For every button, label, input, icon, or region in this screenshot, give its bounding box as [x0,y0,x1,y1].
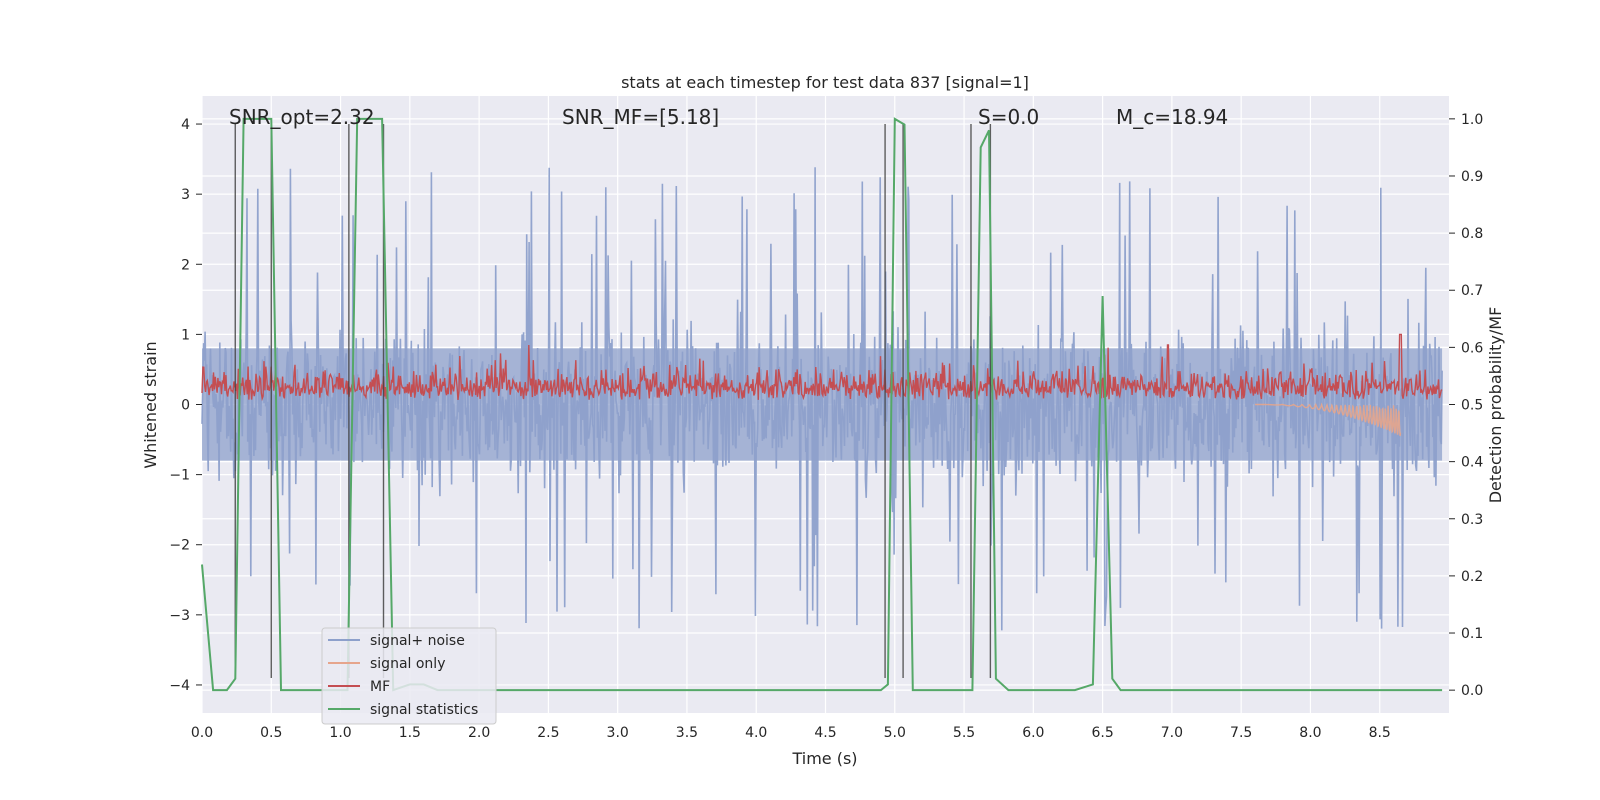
x-tick-label: 1.5 [399,725,421,741]
x-tick-label: 4.0 [745,725,767,741]
y-tick-label: 2 [181,257,190,273]
legend-label-signal-only: signal only [370,656,445,672]
annotation-snr-opt: SNR_opt=2.32 [229,105,375,129]
y2-tick-label: 0.5 [1461,398,1483,414]
annotation-s: S=0.0 [978,105,1039,129]
y2-tick-label: 0.7 [1461,283,1483,299]
legend-label-mf: MF [370,679,390,695]
x-tick-label: 8.0 [1299,725,1321,741]
x-tick-label: 6.5 [1091,725,1113,741]
signal-statistics-line [201,117,1443,692]
x-tick-label: 3.5 [676,725,698,741]
y2-tick-label: 0.6 [1461,340,1483,356]
y2-tick-label: 1.0 [1461,112,1483,128]
y-axis-label: Whitened strain [141,341,160,468]
legend-label-signal-noise: signal+ noise [370,633,465,649]
x-tick-label: 0.0 [191,725,213,741]
y-tick-label: −2 [169,538,190,554]
y2-tick-label: 0.1 [1461,626,1483,642]
y-tick-label: −1 [169,468,190,484]
y-tick-label: −4 [169,678,190,694]
x-tick-label: 0.5 [260,725,282,741]
y2-tick-label: 0.2 [1461,569,1483,585]
y2-tick-label: 0.4 [1461,455,1483,471]
plot-layer [201,117,1443,692]
mf-line [201,333,1443,402]
chart-title: stats at each timestep for test data 837… [621,73,1029,92]
x-tick-label: 8.5 [1369,725,1391,741]
y2-tick-label: 0.3 [1461,512,1483,528]
signal-only-line [1255,402,1402,436]
y-tick-label: 0 [181,398,190,414]
y2-tick-label: 0.9 [1461,169,1483,185]
x-tick-label: 5.0 [884,725,906,741]
x-tick-label: 7.0 [1161,725,1183,741]
legend-label-signal-statistics: signal statistics [370,702,478,718]
annotations: SNR_opt=2.32 SNR_MF=[5.18] S=0.0 M_c=18.… [229,105,1228,129]
y2-tick-label: 0.8 [1461,226,1483,242]
y2-axis-label: Detection probability/MF [1486,307,1505,504]
x-tick-label: 1.0 [329,725,351,741]
x-tick-label: 4.5 [814,725,836,741]
legend: signal+ noise signal only MF signal stat… [321,627,497,725]
x-tick-label: 7.5 [1230,725,1252,741]
annotation-snr-mf: SNR_MF=[5.18] [562,105,719,129]
x-tick-label: 6.0 [1022,725,1044,741]
x-axis-label: Time (s) [791,749,857,768]
x-tick-label: 5.5 [953,725,975,741]
x-tick-label: 2.0 [468,725,490,741]
axes: 0.0 0.5 1.0 1.5 2.0 2.5 3.0 3.5 4.0 4.5 5.0 5.5 6.0 6… [169,112,1483,741]
y-tick-label: 1 [181,327,190,343]
y-tick-label: 3 [181,187,190,203]
y-tick-label: −3 [169,608,190,624]
annotation-mc: M_c=18.94 [1116,105,1228,129]
x-tick-label: 3.0 [607,725,629,741]
y2-tick-label: 0.0 [1461,683,1483,699]
y-tick-label: 4 [181,117,190,133]
legend-box [321,627,497,725]
signal-noise-band [202,348,1443,461]
x-tick-label: 2.5 [537,725,559,741]
